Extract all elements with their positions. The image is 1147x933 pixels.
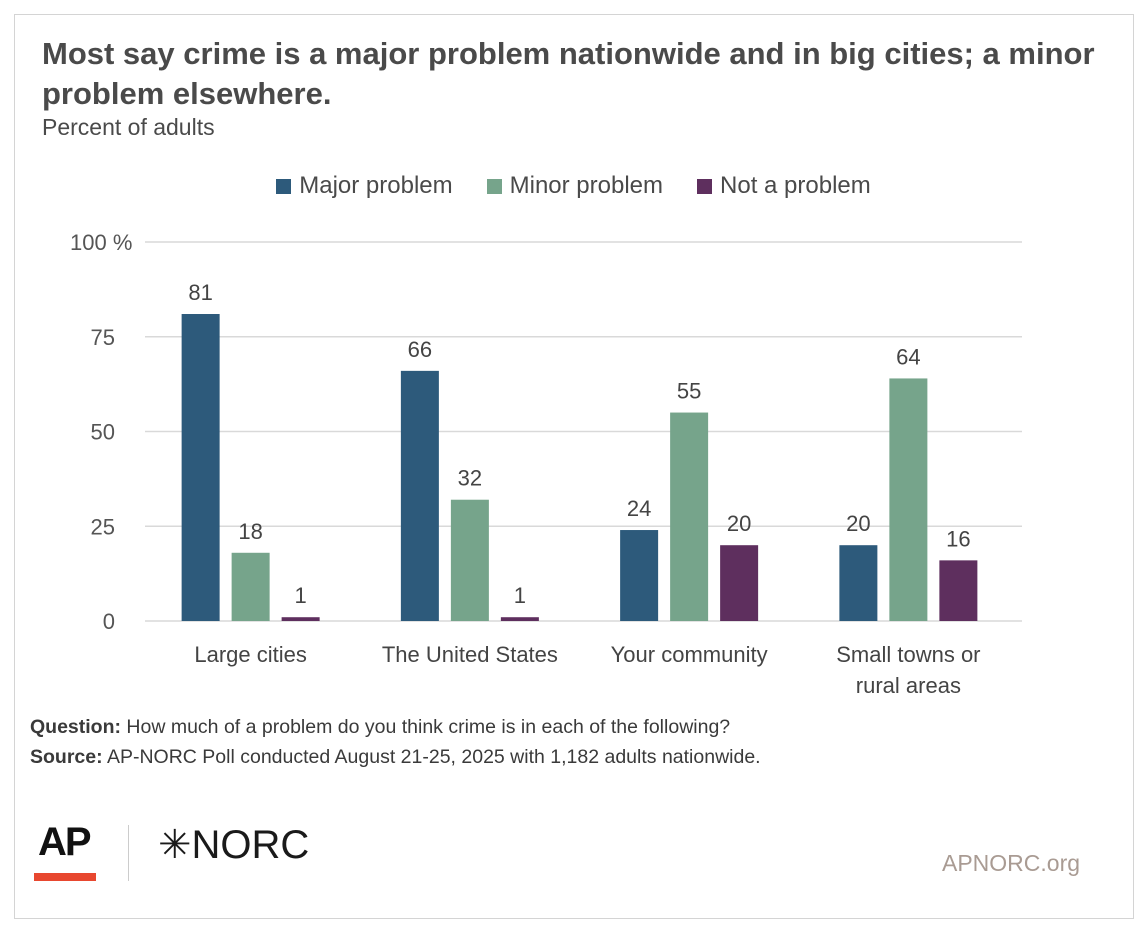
legend-swatch <box>276 178 292 194</box>
bar-minor-problem <box>889 378 928 621</box>
data-label: 32 <box>458 466 482 491</box>
legend-label: Minor problem <box>509 172 664 199</box>
y-tick-label: 50 <box>91 420 115 445</box>
data-label: 24 <box>627 496 651 521</box>
y-tick-label: 25 <box>91 514 115 539</box>
legend-item: Major problem <box>276 172 453 200</box>
data-label: 55 <box>677 379 701 404</box>
data-label: 66 <box>408 337 432 362</box>
x-tick-label: Your community <box>611 642 768 667</box>
x-tick-label: Large cities <box>194 642 307 667</box>
legend-label: Not a problem <box>720 172 871 199</box>
norc-logo: ✳NORC <box>158 822 309 868</box>
data-label: 1 <box>295 583 307 608</box>
source-text: AP-NORC Poll conducted August 21-25, 202… <box>102 746 761 768</box>
legend: Major problem Minor problem Not a problem <box>0 172 1147 200</box>
bar-major-problem <box>620 530 659 621</box>
bar-minor-problem <box>450 499 489 621</box>
y-tick-label: 0 <box>103 609 115 634</box>
notes: Question: How much of a problem do you t… <box>30 712 761 772</box>
bar-major-problem <box>400 370 439 621</box>
site-link[interactable]: APNORC.org <box>942 850 1081 876</box>
ap-logo-bar <box>34 873 96 881</box>
data-label: 18 <box>238 519 262 544</box>
ap-logo: AP <box>38 820 92 864</box>
chart-subtitle: Percent of adults <box>42 114 215 140</box>
source-label: Source: <box>30 746 103 768</box>
question-text: How much of a problem do you think crime… <box>121 716 731 738</box>
data-label: 20 <box>846 511 870 536</box>
bar-not-a-problem <box>939 560 978 621</box>
bar-not-a-problem <box>720 545 759 621</box>
x-tick-label: rural areas <box>856 673 961 698</box>
legend-label: Major problem <box>299 172 453 199</box>
logo-divider <box>128 825 129 881</box>
legend-swatch <box>697 178 713 194</box>
norc-star-icon: ✳ <box>158 823 192 867</box>
data-label: 81 <box>188 280 212 305</box>
data-label: 1 <box>514 583 526 608</box>
bar-major-problem <box>181 314 220 621</box>
bar-minor-problem <box>670 412 709 621</box>
data-label: 16 <box>946 526 970 551</box>
x-tick-label: Small towns or <box>836 642 980 667</box>
bar-minor-problem <box>231 552 270 621</box>
data-label: 64 <box>896 344 920 369</box>
y-tick-label: 100 % <box>70 230 132 255</box>
bar-not-a-problem <box>281 617 320 621</box>
y-tick-label: 75 <box>91 325 115 350</box>
legend-item: Not a problem <box>697 172 871 200</box>
bar-major-problem <box>839 545 878 621</box>
question-label: Question: <box>30 716 121 738</box>
legend-item: Minor problem <box>486 172 664 200</box>
chart-title: Most say crime is a major problem nation… <box>42 36 1095 111</box>
x-tick-label: The United States <box>382 642 558 667</box>
legend-swatch <box>486 178 502 194</box>
bar-not-a-problem <box>500 617 539 621</box>
norc-logo-text: NORC <box>191 823 310 867</box>
data-label: 20 <box>727 511 751 536</box>
